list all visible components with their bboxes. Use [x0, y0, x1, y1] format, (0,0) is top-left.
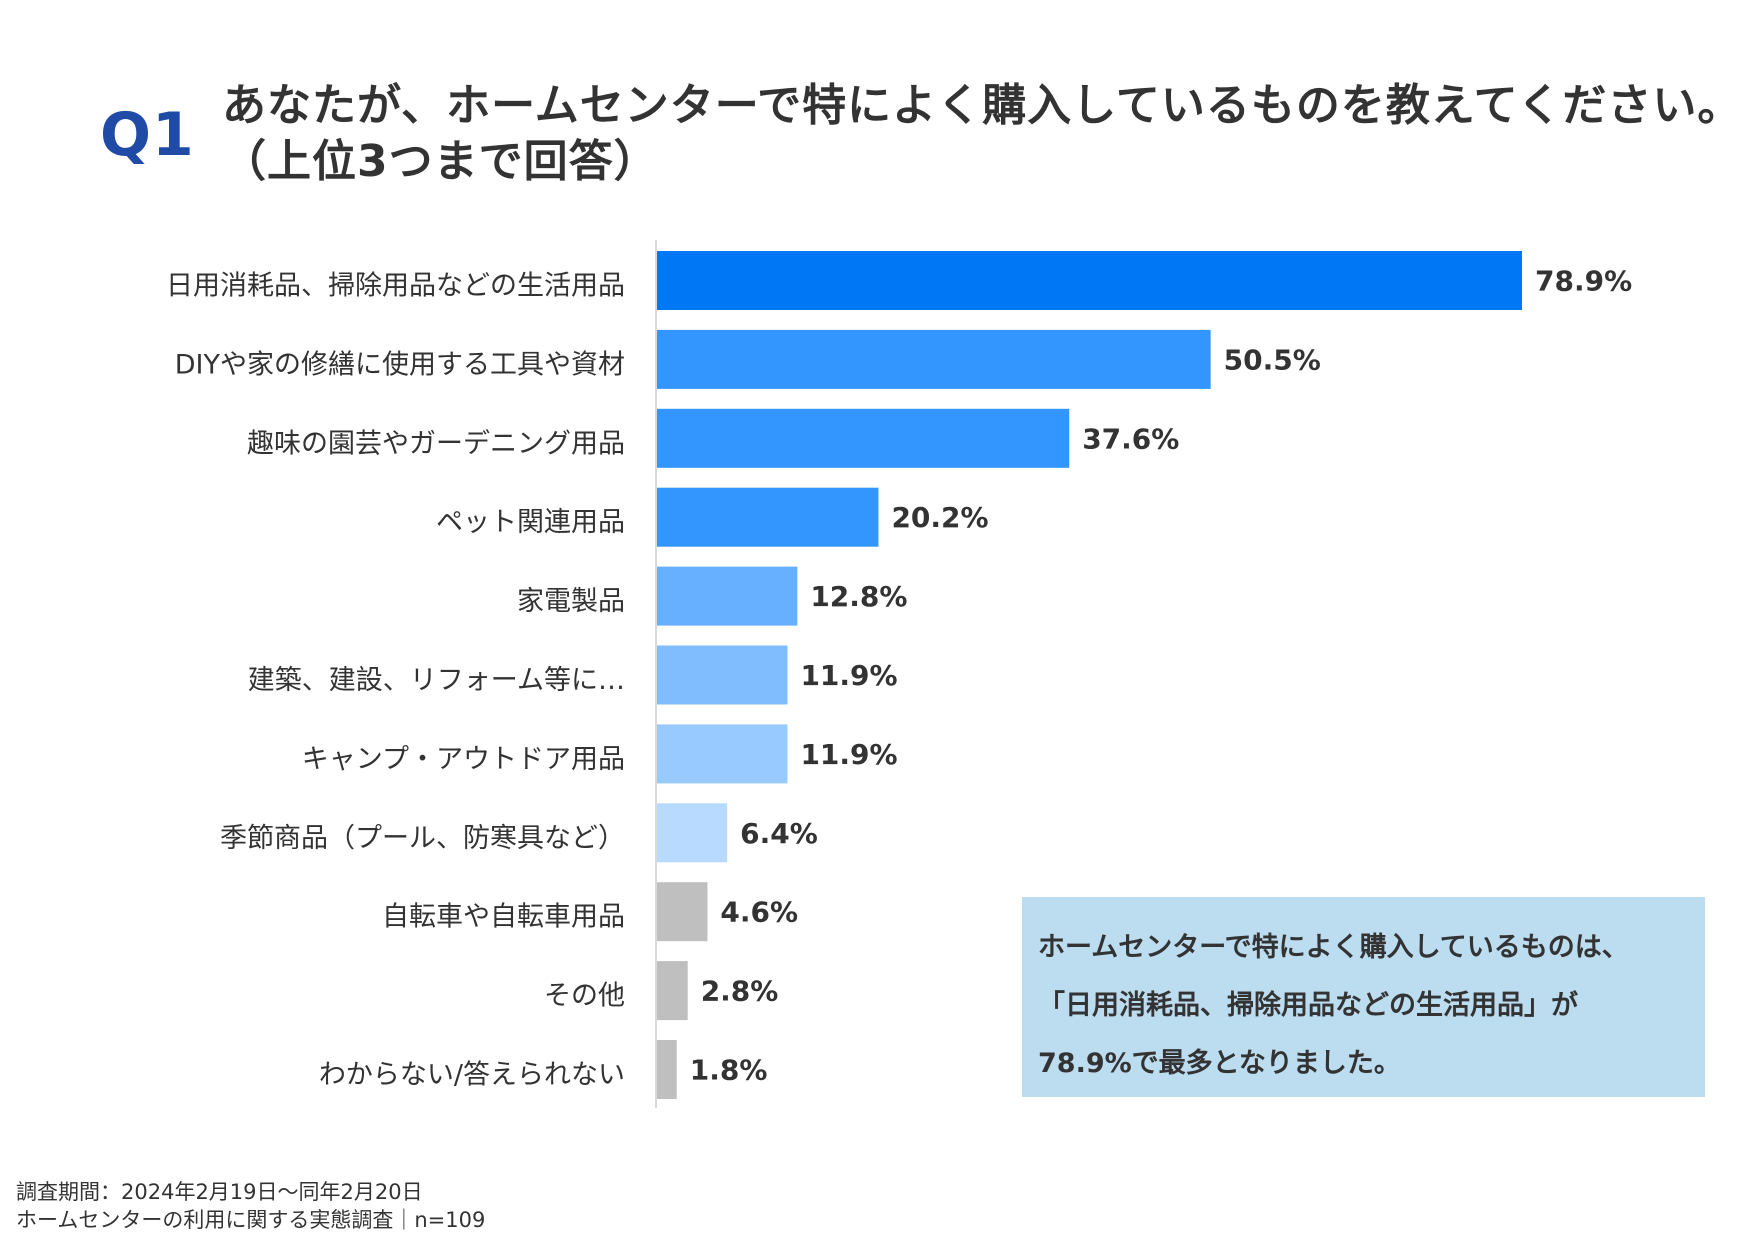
bar: [657, 329, 1211, 389]
category-label: DIYや家の修繕に使用する工具や資材: [175, 349, 625, 380]
bar: [657, 1040, 677, 1099]
value-label: 11.9%: [800, 738, 897, 771]
category-label: 趣味の園芸やガーデニング用品: [247, 428, 625, 459]
note-line-2: 「日用消耗品、掃除用品などの生活用品」が: [1038, 990, 1578, 1021]
bar: [657, 803, 728, 863]
category-label: ペット関連用品: [436, 507, 625, 538]
title-line-1: あなたが、ホームセンターで特によく購入しているものを教えてください。: [222, 80, 1743, 131]
category-label: 自転車や自転車用品: [382, 902, 625, 933]
value-label: 6.4%: [740, 817, 818, 850]
page-title: あなたが、ホームセンターで特によく購入しているものを教えてください。 （上位3つ…: [222, 78, 1743, 190]
bar: [657, 882, 708, 942]
category-label: キャンプ・アウトドア用品: [302, 744, 625, 775]
bar: [657, 251, 1522, 310]
footer: 調査期間：2024年2月19日～同年2月20日 ホームセンターの利用に関する実態…: [16, 1178, 485, 1234]
category-label: その他: [544, 981, 625, 1012]
bar: [657, 566, 798, 626]
bar: [657, 961, 688, 1021]
bar: [657, 724, 788, 784]
category-label: わからない/答えられない: [319, 1060, 625, 1091]
category-label: 季節商品（プール、防寒具など）: [220, 823, 625, 854]
value-label: 37.6%: [1082, 422, 1179, 455]
survey-period: 調査期間：2024年2月19日～同年2月20日: [16, 1180, 423, 1204]
bar: [657, 408, 1070, 468]
summary-note: ホームセンターで特によく購入しているものは、 「日用消耗品、掃除用品などの生活用…: [1022, 897, 1705, 1097]
category-label: 日用消耗品、掃除用品などの生活用品: [166, 271, 625, 302]
value-label: 4.6%: [720, 896, 798, 929]
title-line-2: （上位3つまで回答）: [222, 136, 659, 187]
note-line-1: ホームセンターで特によく購入しているものは、: [1038, 932, 1629, 963]
value-label: 2.8%: [701, 975, 779, 1008]
bar: [657, 645, 788, 705]
value-label: 1.8%: [690, 1054, 768, 1087]
value-label: 50.5%: [1224, 343, 1321, 376]
bar: [657, 487, 879, 547]
value-label: 20.2%: [891, 501, 988, 534]
value-label: 11.9%: [800, 659, 897, 692]
value-label: 12.8%: [810, 580, 907, 613]
value-label: 78.9%: [1535, 265, 1632, 298]
category-label: 家電製品: [517, 586, 625, 617]
question-number: Q1: [100, 100, 195, 170]
category-label: 建築、建設、リフォーム等に…: [248, 665, 625, 696]
note-line-3: 78.9%で最多となりました。: [1038, 1048, 1401, 1079]
survey-name: ホームセンターの利用に関する実態調査｜n=109: [16, 1208, 486, 1232]
